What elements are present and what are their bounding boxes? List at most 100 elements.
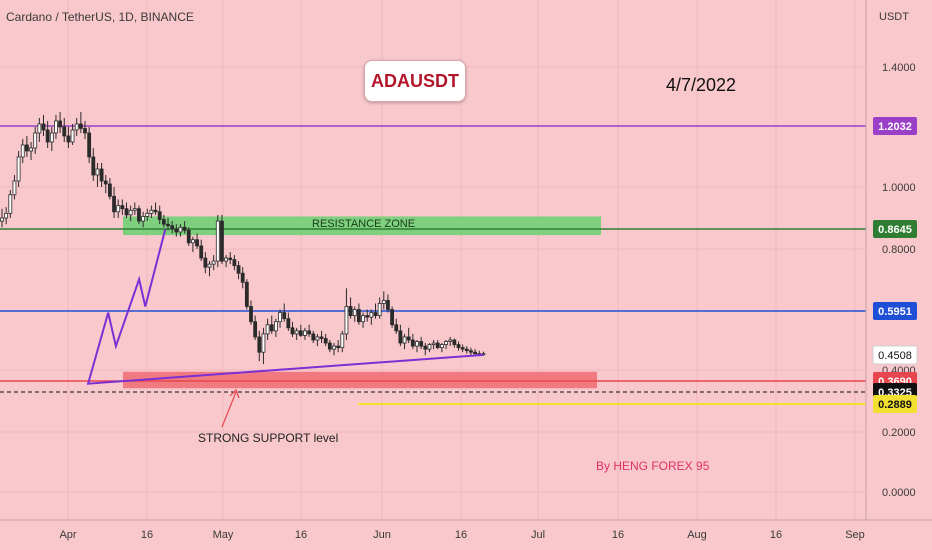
support-arrow <box>221 391 237 428</box>
candle <box>439 344 444 349</box>
x-tick-label: 16 <box>141 529 153 541</box>
candle <box>149 209 154 214</box>
candle <box>365 315 370 318</box>
price-lines <box>0 125 866 405</box>
candle <box>257 336 262 353</box>
candle <box>298 330 303 336</box>
candle <box>369 312 374 318</box>
price-label: 0.2889 <box>878 399 912 411</box>
candle <box>182 226 187 231</box>
candle <box>49 132 54 143</box>
candle <box>278 312 282 323</box>
candle <box>311 333 316 341</box>
candle <box>406 336 411 341</box>
candle <box>356 309 361 323</box>
support-arrow-head <box>229 388 240 399</box>
candle <box>178 226 183 233</box>
candle <box>112 195 116 213</box>
candle <box>124 208 129 216</box>
resistance-zone <box>123 216 601 236</box>
candle <box>386 300 390 310</box>
candle <box>161 219 166 225</box>
candle <box>132 208 137 211</box>
author-note: By HENG FOREX 95 <box>596 459 710 473</box>
candle <box>452 339 457 345</box>
candle <box>62 126 67 137</box>
price-axis-pane[interactable] <box>866 0 932 520</box>
annotations <box>221 388 240 428</box>
candle <box>419 341 424 347</box>
x-tick-label: Aug <box>687 529 707 541</box>
candle <box>290 327 295 335</box>
x-tick-label: 16 <box>455 529 467 541</box>
y-tick-label: 0.8000 <box>882 244 916 256</box>
candle <box>273 321 278 332</box>
candle <box>0 217 4 222</box>
candle <box>402 336 407 344</box>
candle <box>228 257 233 260</box>
axis-unit: USDT <box>879 11 909 23</box>
candle <box>174 228 179 233</box>
price-axis: USDT1.40001.00000.80000.40000.20000.0000… <box>872 11 918 499</box>
price-label-box <box>873 302 917 320</box>
candle <box>294 330 299 335</box>
candle <box>66 135 71 143</box>
candle <box>423 345 428 350</box>
candle <box>74 123 79 131</box>
candle <box>456 344 461 349</box>
candle <box>390 309 395 326</box>
candle <box>8 194 13 214</box>
candle <box>282 312 287 320</box>
candle <box>352 309 357 317</box>
price-label: 0.8645 <box>878 224 912 236</box>
candle <box>199 245 204 259</box>
candles <box>0 111 486 365</box>
candle <box>45 129 50 143</box>
y-tick-label: 0.2000 <box>882 427 916 439</box>
x-tick-label: Sep <box>845 529 865 541</box>
symbol-badge: ADAUSDT <box>364 60 466 102</box>
candle <box>78 123 83 129</box>
support-zone <box>123 371 597 389</box>
candle <box>469 350 473 353</box>
candle <box>24 144 29 152</box>
candle <box>307 330 312 335</box>
candle <box>37 123 42 134</box>
candle <box>244 281 249 307</box>
candle <box>20 144 25 158</box>
resistance-zone-label: RESISTANCE ZONE <box>312 218 416 230</box>
candle <box>394 324 399 332</box>
time-axis[interactable]: Apr 16 May 16 Jun 16 Jul 16 Aug 16 Sep <box>59 529 864 541</box>
candle <box>195 239 199 247</box>
x-tick-label: May <box>213 529 234 541</box>
x-tick-label: 16 <box>295 529 307 541</box>
candle <box>145 212 150 217</box>
candle <box>464 348 469 352</box>
candle <box>410 339 415 347</box>
y-tick-label: 0.0000 <box>882 487 916 499</box>
candle <box>12 180 17 196</box>
candle <box>253 321 258 338</box>
last-price-label: 0.4508 <box>878 350 912 362</box>
candle <box>116 205 121 213</box>
price-label-box <box>873 220 917 238</box>
candle <box>83 128 87 134</box>
candle <box>473 351 478 355</box>
candle <box>319 336 324 339</box>
candle <box>16 156 21 182</box>
y-tick-label: 1.0000 <box>882 182 916 194</box>
candle <box>265 324 270 335</box>
candle <box>332 345 336 350</box>
x-tick-label: Jul <box>531 529 545 541</box>
candle <box>87 132 92 158</box>
candle <box>120 205 125 210</box>
candle <box>323 338 328 344</box>
candle <box>103 180 108 185</box>
price-label-box <box>873 117 917 135</box>
candle <box>220 220 224 262</box>
x-tick-label: 16 <box>770 529 782 541</box>
candle <box>41 123 46 131</box>
candle <box>141 216 146 222</box>
candle <box>99 168 104 182</box>
